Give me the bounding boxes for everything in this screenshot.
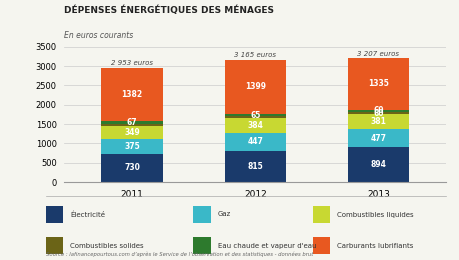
Text: 3 165 euros: 3 165 euros: [234, 52, 276, 58]
Text: 894: 894: [369, 160, 386, 169]
Text: Source : lafinancepourtous.com d’après le Service de l’observation et des statis: Source : lafinancepourtous.com d’après l…: [46, 252, 313, 257]
Text: Combustibles solides: Combustibles solides: [70, 243, 144, 249]
Text: 730: 730: [124, 163, 140, 172]
Bar: [224, 118, 285, 133]
Bar: [347, 114, 409, 129]
Text: Eau chaude et vapeur d'eau: Eau chaude et vapeur d'eau: [217, 243, 315, 249]
Bar: [347, 58, 409, 110]
Text: 1399: 1399: [244, 82, 265, 91]
Text: 384: 384: [247, 121, 263, 130]
Bar: [224, 114, 285, 116]
Bar: [347, 112, 409, 114]
Text: 3 207 euros: 3 207 euros: [357, 51, 398, 57]
Bar: [101, 126, 162, 139]
Bar: [347, 110, 409, 112]
Text: 447: 447: [247, 137, 263, 146]
Bar: [101, 68, 162, 121]
Text: 67: 67: [127, 118, 137, 127]
Text: 60: 60: [372, 106, 383, 115]
Bar: [224, 133, 285, 151]
Text: 65: 65: [250, 110, 260, 120]
Bar: [101, 124, 162, 126]
Bar: [224, 60, 285, 114]
Text: 1335: 1335: [367, 79, 388, 88]
Text: 477: 477: [369, 134, 386, 143]
Bar: [101, 121, 162, 124]
Text: Électricité: Électricité: [70, 211, 105, 218]
Text: 375: 375: [124, 142, 140, 151]
Bar: [224, 151, 285, 182]
Text: En euros courants: En euros courants: [64, 31, 134, 40]
Bar: [347, 129, 409, 147]
Text: 815: 815: [247, 162, 263, 171]
Text: 2 953 euros: 2 953 euros: [111, 60, 153, 66]
Text: 1382: 1382: [121, 90, 142, 99]
Text: 60: 60: [372, 109, 383, 118]
Text: 381: 381: [369, 117, 386, 126]
Text: 349: 349: [124, 128, 140, 137]
Text: DÉPENSES ÉNERGÉTIQUES DES MÉNAGES: DÉPENSES ÉNERGÉTIQUES DES MÉNAGES: [64, 5, 274, 15]
Text: Carburants lubrifiants: Carburants lubrifiants: [336, 243, 413, 249]
Bar: [101, 154, 162, 182]
Text: Combustibles liquides: Combustibles liquides: [336, 211, 413, 218]
Text: Gaz: Gaz: [217, 211, 230, 218]
Bar: [101, 139, 162, 154]
Bar: [347, 147, 409, 182]
Bar: [224, 116, 285, 118]
